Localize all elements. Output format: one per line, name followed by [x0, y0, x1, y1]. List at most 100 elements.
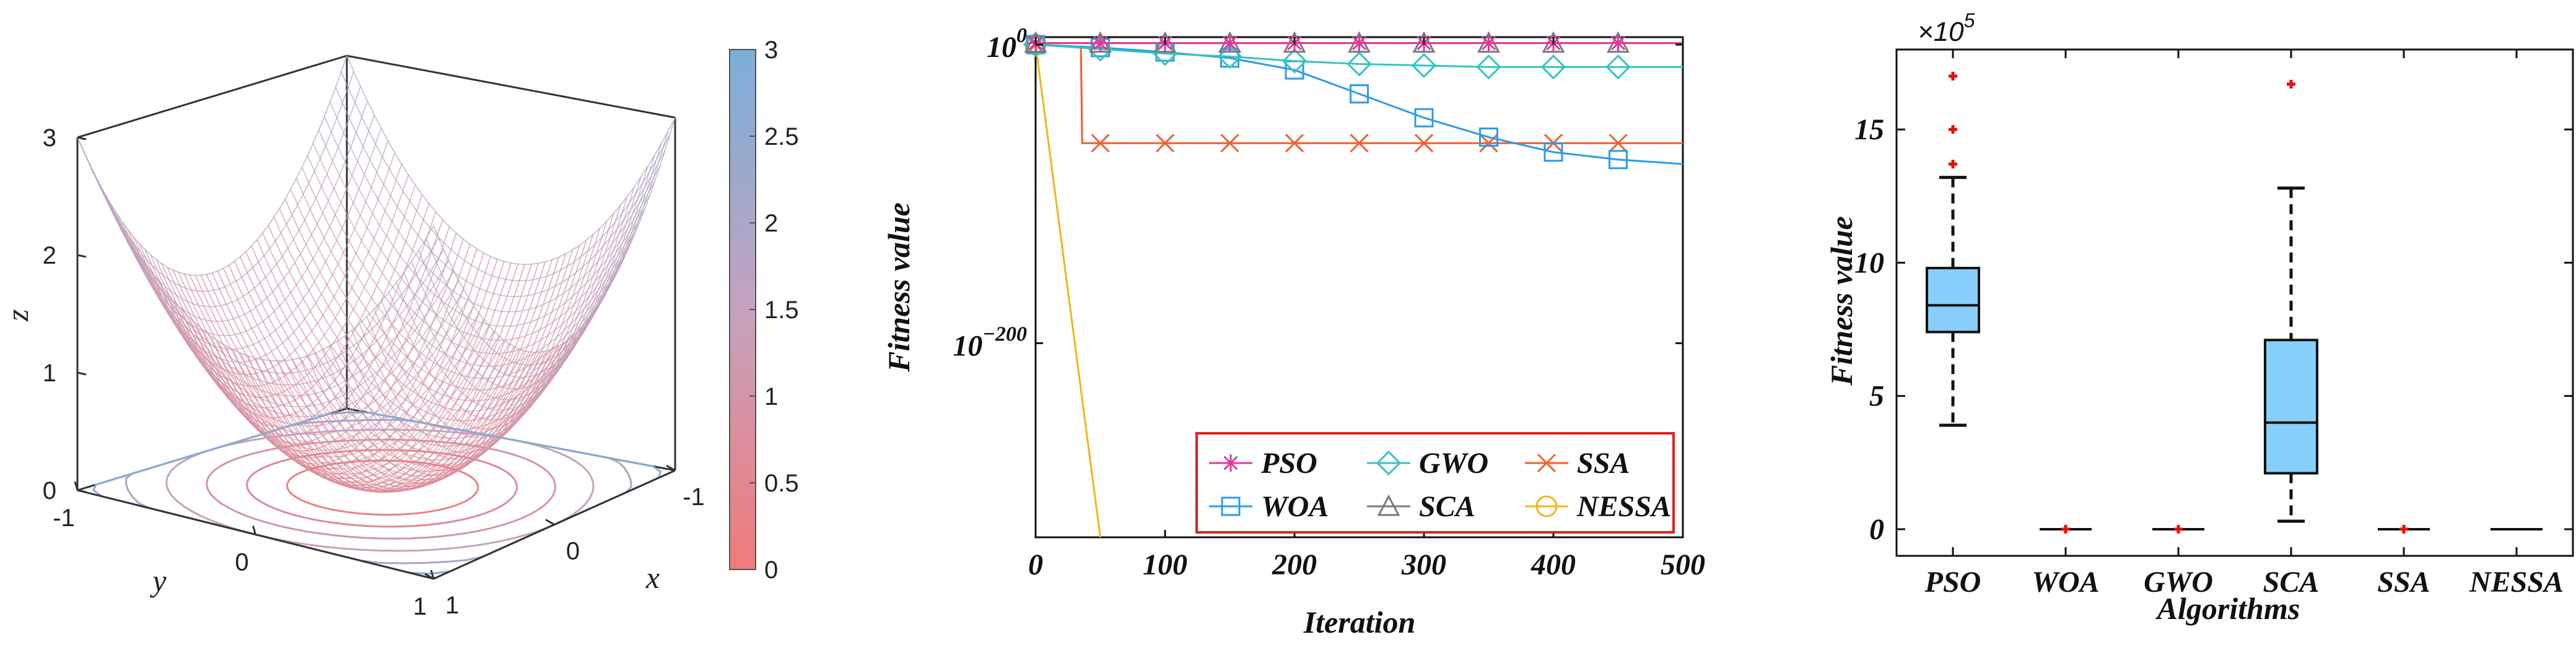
series-gwo: [1023, 32, 1683, 80]
marker-square: [1350, 84, 1369, 104]
mesh-line: [99, 100, 368, 322]
z-tick-mark: [77, 254, 87, 258]
marker-diamond: [1281, 48, 1308, 74]
box-edge: [77, 54, 676, 139]
colorbar-tick-label: 3: [764, 37, 778, 64]
mesh-line: [335, 87, 666, 297]
box-scale-label: ×105: [1918, 9, 1975, 47]
y-tick-label: 0: [235, 549, 248, 576]
z-tick-mark: [77, 371, 87, 376]
mesh-line: [312, 142, 645, 355]
marker-square: [1609, 150, 1628, 170]
y-tick-label: 1: [413, 593, 427, 620]
mesh-line: [107, 115, 375, 336]
y-tick-label: 10: [1854, 246, 1884, 279]
z-axis-label: z: [0, 310, 35, 322]
mesh-line: [114, 128, 382, 350]
box-plot-area: [1895, 48, 2574, 557]
mesh-line: [173, 211, 437, 436]
legend-label-woa: WOA: [1261, 490, 1329, 523]
box-woa: [2040, 524, 2092, 534]
y-tick-label: 100: [987, 24, 1027, 64]
y-tick-mark: [74, 481, 79, 491]
box-ticks: 0 5 10 15 PSO WOA GWO SCA SSA NESSA: [1854, 50, 2573, 599]
marker-diamond: [1376, 450, 1402, 476]
x-tick-label: 1: [445, 592, 459, 619]
marker-x: [1537, 453, 1557, 473]
y-tick-label: 10−200: [953, 322, 1027, 362]
marker-star: [1222, 36, 1238, 51]
y-tick-label: 0: [1869, 513, 1884, 546]
x-tick-label: SSA: [2377, 566, 2430, 599]
colorbar-tick-label: 2: [764, 210, 778, 237]
colorbar-ticks: 0 0.5 1 1.5 2 2.5 3: [749, 37, 799, 584]
y-tick-mark: [430, 569, 435, 579]
x-tick-mark: [424, 573, 434, 580]
surface-mesh: [77, 55, 676, 493]
marker-diamond: [1347, 51, 1372, 77]
mesh-line: [92, 86, 361, 308]
x-tick-label: GWO: [2144, 566, 2213, 599]
marker-diamond: [1023, 32, 1049, 58]
marker-x: [1220, 134, 1239, 153]
mesh-line: [346, 55, 676, 265]
x-tick-label: 200: [1272, 548, 1317, 581]
marker-diamond: [1217, 44, 1242, 69]
convergence-legend: PSO GWO SSA WOA SCA NESSA: [1195, 432, 1675, 534]
marker-diamond: [1540, 54, 1566, 80]
legend-box: [1195, 432, 1675, 534]
series-line-gwo: [1035, 43, 1683, 68]
convergence-xlabel: Iteration: [1303, 605, 1416, 639]
x-tick-label: 0: [566, 538, 580, 565]
marker-diamond: [1411, 53, 1437, 78]
x-tick-label: 100: [1143, 548, 1187, 581]
marker-diamond: [1152, 41, 1178, 66]
z-tick-mark: [77, 136, 87, 141]
legend-label-sca: SCA: [1419, 490, 1475, 523]
box-items: [1926, 72, 2543, 534]
box-xlabel: Algorithms: [2155, 591, 2300, 626]
x-tick-label: PSO: [1924, 566, 1981, 599]
x-tick-label: 400: [1530, 548, 1576, 581]
box-scale-exponent: 5: [1964, 9, 1975, 32]
mesh-line: [433, 117, 676, 353]
mesh-line: [330, 102, 661, 313]
box-ssa: [2378, 524, 2430, 534]
legend-label-gwo: GWO: [1419, 447, 1488, 480]
contour-line: [206, 438, 557, 540]
z-tick-mark: [77, 489, 87, 493]
contour-line: [246, 449, 518, 528]
marker-x: [1414, 134, 1434, 153]
marker-x: [1350, 134, 1369, 153]
y-tick-label: -1: [53, 504, 75, 532]
box-gwo: [2152, 524, 2204, 534]
mesh-line: [127, 229, 479, 451]
y-tick-label: 15: [1854, 113, 1884, 146]
marker-x: [1091, 134, 1110, 153]
colorbar-tick-label: 0: [764, 556, 778, 584]
y-tick-base: 10: [987, 31, 1016, 64]
mesh-line: [77, 55, 347, 276]
z-tick-label: 0: [43, 477, 56, 504]
series-line-woa: [1035, 43, 1683, 165]
mesh-line: [341, 71, 671, 282]
box-body: [1926, 267, 1980, 334]
mesh-line: [388, 186, 635, 421]
x-tick-label: SCA: [2263, 566, 2320, 599]
mesh-line: [418, 143, 662, 378]
convergence-ylabel: Fitness value: [881, 202, 916, 373]
box-scale-base: ×10: [1918, 17, 1964, 47]
box-pso: [1926, 72, 1980, 427]
marker-triangle: [1377, 494, 1400, 516]
y-tick-base: 10: [953, 329, 982, 362]
mesh-line: [396, 176, 642, 411]
contour-line: [286, 459, 479, 516]
marker-diamond: [1605, 54, 1631, 80]
z-tick-label: 1: [43, 360, 56, 387]
y-tick-label: 5: [1869, 380, 1884, 413]
x-tick-mark: [666, 464, 676, 472]
